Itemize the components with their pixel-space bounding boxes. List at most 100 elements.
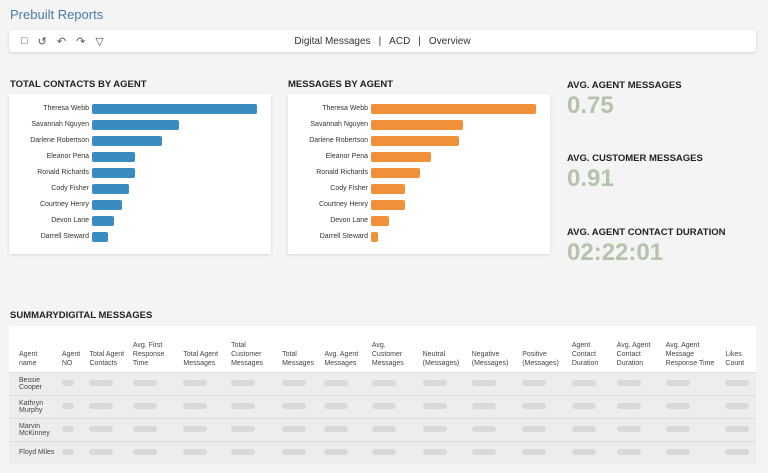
loading-placeholder (180, 371, 229, 395)
loading-placeholder (568, 440, 614, 464)
skeleton-bar (231, 402, 256, 409)
skeleton-bar (371, 448, 396, 455)
bar[interactable] (92, 200, 122, 210)
loading-placeholder (228, 371, 280, 395)
bar[interactable] (371, 104, 536, 114)
column-header[interactable]: Total Agent Messages (180, 326, 229, 372)
column-header[interactable]: Agent Contact Duration (568, 326, 614, 372)
bar-label: Courtney Henry (318, 201, 368, 208)
bar[interactable] (371, 232, 378, 242)
bar-label: Eleanor Pena (325, 153, 368, 160)
bar-label: Devon Lane (51, 217, 89, 224)
loading-placeholder (722, 371, 756, 395)
skeleton-bar (616, 448, 641, 455)
column-header[interactable]: Avg. Agent Messages (321, 326, 369, 372)
loading-placeholder (86, 371, 130, 395)
breadcrumb-item[interactable]: Overview (428, 35, 471, 47)
skeleton-bar (471, 425, 496, 432)
toolbar: □ ↺ ↶ ↷ ▽ Digital Messages | ACD | Overview (9, 30, 756, 52)
kpi-label: AVG. CUSTOMER MESSAGES (567, 153, 703, 164)
bar-label: Savannah Nguyen (310, 121, 368, 128)
bar[interactable] (92, 136, 162, 146)
loading-placeholder (86, 394, 130, 418)
summary-table: Agent name Agent NO Total Agent Contacts Av… (9, 326, 756, 464)
bar[interactable] (92, 184, 129, 194)
loading-placeholder (279, 417, 322, 441)
loading-placeholder (519, 440, 569, 464)
bar[interactable] (92, 216, 114, 226)
loading-placeholder (180, 417, 229, 441)
undo-icon[interactable]: ↶ (56, 35, 67, 48)
breadcrumb-item[interactable]: Digital Messages (294, 35, 371, 47)
skeleton-bar (471, 448, 496, 455)
column-header[interactable]: Agent NO (58, 326, 87, 372)
loading-placeholder (368, 394, 420, 418)
bar[interactable] (92, 120, 179, 130)
agent-name: Bessie Cooper (9, 371, 59, 395)
loading-placeholder (568, 394, 614, 418)
table-row[interactable]: Floyd Miles (9, 440, 756, 464)
skeleton-bar (132, 448, 157, 455)
bookmark-icon[interactable]: □ (21, 34, 28, 47)
column-header[interactable]: Avg. Agent Message Response Time (662, 326, 723, 372)
loading-placeholder (662, 417, 723, 441)
bar-label: Savannah Nguyen (31, 121, 89, 128)
skeleton-bar (371, 402, 396, 409)
loading-placeholder (722, 417, 756, 441)
bar[interactable] (92, 168, 135, 178)
table-row[interactable]: Kathryn Murphy (9, 394, 756, 418)
bar[interactable] (371, 120, 463, 130)
column-header[interactable]: Negative (Messages) (468, 326, 520, 372)
bar[interactable] (371, 184, 405, 194)
column-header[interactable]: Positive (Messages) (519, 326, 569, 372)
loading-placeholder (129, 440, 181, 464)
bar[interactable] (371, 168, 420, 178)
table-row[interactable]: Bessie Cooper (9, 371, 756, 395)
loading-placeholder (368, 417, 420, 441)
loading-placeholder (722, 440, 756, 464)
bar[interactable] (371, 136, 460, 146)
filter-icon[interactable]: ▽ (95, 35, 104, 48)
skeleton-bar (471, 379, 496, 386)
bar[interactable] (92, 152, 135, 162)
column-header[interactable]: Avg. Customer Messages (368, 326, 420, 372)
column-header[interactable]: Avg. Agent Contact Duration (613, 326, 663, 372)
bar-label: Devon Lane (330, 217, 368, 224)
column-header[interactable]: Avg. First Response Time (129, 326, 181, 372)
contacts-chart-title: TOTAL CONTACTS BY AGENT (10, 79, 147, 90)
column-header[interactable]: Total Agent Contacts (86, 326, 130, 372)
page-title: Prebuilt Reports (10, 7, 104, 22)
skeleton-bar (371, 379, 396, 386)
bar[interactable] (371, 216, 390, 226)
column-header[interactable]: Total Customer Messages (228, 326, 280, 372)
column-header[interactable]: Total Messages (279, 326, 322, 372)
skeleton-bar (725, 448, 750, 455)
bar[interactable] (92, 104, 257, 114)
column-header[interactable]: Likes Count (722, 326, 756, 372)
breadcrumb: Digital Messages | ACD | Overview (294, 35, 471, 47)
breadcrumb-item[interactable]: ACD (389, 35, 411, 47)
skeleton-bar (89, 402, 114, 409)
loading-placeholder (662, 371, 723, 395)
loading-placeholder (519, 394, 569, 418)
skeleton-bar (282, 448, 307, 455)
bar[interactable] (92, 232, 108, 242)
bar[interactable] (371, 152, 431, 162)
column-header[interactable]: Neutral (Messages) (419, 326, 469, 372)
redo-icon[interactable]: ↷ (76, 35, 86, 48)
column-header[interactable]: Agent name (9, 326, 59, 372)
bar[interactable] (371, 200, 405, 210)
loading-placeholder (58, 371, 87, 395)
skeleton-bar (132, 425, 157, 432)
skeleton-bar (89, 425, 114, 432)
loading-placeholder (722, 394, 756, 418)
skeleton-bar (616, 402, 641, 409)
history-icon[interactable]: ↺ (37, 35, 47, 48)
table-row[interactable]: Marvin McKinney (9, 417, 756, 441)
bar-label: Darlene Robertson (30, 137, 89, 144)
skeleton-bar (89, 379, 114, 386)
skeleton-bar (471, 402, 496, 409)
loading-placeholder (468, 440, 520, 464)
skeleton-bar (61, 448, 74, 455)
skeleton-bar (571, 425, 596, 432)
